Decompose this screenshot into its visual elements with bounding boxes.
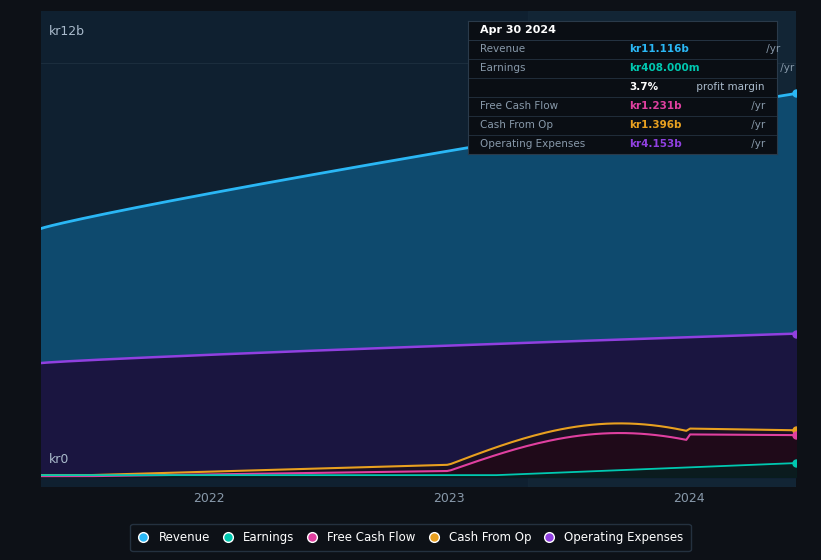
Bar [528,11,796,487]
Text: /yr: /yr [777,63,795,73]
Text: kr0: kr0 [48,453,69,466]
Text: Apr 30 2024: Apr 30 2024 [480,25,556,35]
Text: kr1.231b: kr1.231b [629,101,681,111]
Legend: Revenue, Earnings, Free Cash Flow, Cash From Op, Operating Expenses: Revenue, Earnings, Free Cash Flow, Cash … [131,524,690,551]
Text: Earnings: Earnings [480,63,525,73]
Text: kr4.153b: kr4.153b [629,139,681,150]
Text: /yr: /yr [748,139,765,150]
Text: /yr: /yr [763,44,780,54]
Text: Operating Expenses: Operating Expenses [480,139,585,150]
Text: kr1.396b: kr1.396b [629,120,681,130]
Text: /yr: /yr [748,101,765,111]
Text: 3.7%: 3.7% [629,82,658,92]
Text: profit margin: profit margin [693,82,764,92]
Text: Cash From Op: Cash From Op [480,120,553,130]
Text: kr408.000m: kr408.000m [629,63,699,73]
Text: kr12b: kr12b [48,26,85,39]
Text: kr11.116b: kr11.116b [629,44,689,54]
Text: Free Cash Flow: Free Cash Flow [480,101,558,111]
Text: /yr: /yr [748,120,765,130]
Text: Revenue: Revenue [480,44,525,54]
